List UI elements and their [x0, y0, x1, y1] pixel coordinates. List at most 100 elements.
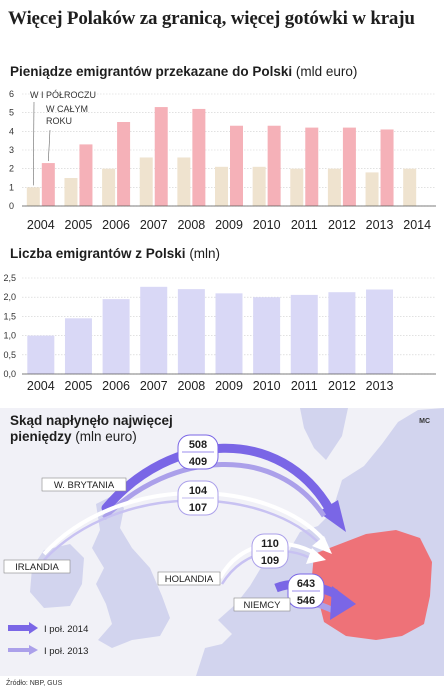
chart1-x-tick: 2004 — [27, 218, 55, 232]
chart2-y-tick: 0,5 — [3, 350, 16, 360]
chart2-title: Liczba emigrantów z Polski — [10, 246, 186, 261]
chart1-x-tick: 2011 — [291, 218, 318, 232]
chart1-unit: (mld euro) — [295, 64, 358, 79]
nl-2013-value: 109 — [261, 555, 279, 567]
chart1-x-tick: 2007 — [140, 218, 168, 232]
chart1-x-tick: 2008 — [177, 218, 205, 232]
label-ie: IRLANDIA — [3, 559, 71, 574]
map-great-britain — [92, 496, 170, 648]
chart1-x-tick: 2005 — [65, 218, 93, 232]
de-label: NIEMCY — [244, 600, 282, 611]
map-scandinavia — [300, 408, 348, 460]
chart1-bar-full-year — [267, 125, 281, 206]
arrow-ie-head — [312, 536, 332, 554]
chart2-x-tick: 2007 — [140, 379, 168, 393]
chart2-y-tick: 2,0 — [3, 292, 16, 302]
map-unit: (mln euro) — [75, 429, 137, 444]
chart2-x-tick: 2013 — [366, 379, 394, 393]
chart1-bar-full-year — [230, 125, 243, 206]
chart2-bar — [215, 293, 243, 374]
legend-2014-label: I poł. 2014 — [44, 624, 88, 635]
de-2013-value: 546 — [297, 595, 315, 607]
chart2-bar — [366, 289, 394, 374]
de-2014-value: 643 — [297, 578, 315, 590]
arrow-nl-head — [306, 548, 326, 564]
chart2-unit: (mln) — [189, 246, 221, 261]
chart2-x-tick: 2005 — [65, 379, 93, 393]
chart1-y-tick: 6 — [9, 89, 14, 99]
chart2-bar — [102, 299, 130, 374]
chart1-heading: Pieniądze emigrantów przekazane do Polsk… — [10, 64, 357, 79]
chart2-bar — [290, 294, 318, 374]
badge-nl: 110 109 — [251, 533, 289, 569]
chart1-x-tick: 2009 — [215, 218, 243, 232]
uk-2014-value: 508 — [189, 439, 207, 451]
chart2-x-tick: 2010 — [253, 379, 281, 393]
chart1-y-tick: 2 — [9, 164, 14, 174]
chart1-bar-full-year — [117, 122, 131, 206]
chart1-annotation-full-year-2: ROKU — [46, 116, 72, 126]
chart1-y-tick: 0 — [9, 201, 14, 211]
chart1-y-tick: 3 — [9, 145, 14, 155]
chart1-x-tick: 2010 — [253, 218, 281, 232]
source-note: Źródło: NBP, GUS — [6, 680, 63, 687]
ie-label: IRLANDIA — [15, 562, 59, 573]
uk-2013-value: 409 — [189, 456, 207, 468]
remittances-bar-chart: 0 1 2 3 4 5 6 2004 2005 2006 2007 2008 2009 2010 2011 2… — [9, 89, 436, 232]
chart1-annotation-full-year-1: W CAŁYM — [46, 104, 88, 114]
chart1-bar-half-year — [327, 168, 341, 206]
chart2-bar — [140, 286, 168, 374]
chart2-bar — [64, 318, 92, 374]
chart1-bar-full-year — [305, 127, 319, 206]
chart2-x-tick: 2006 — [102, 379, 130, 393]
chart1-bar-half-year — [26, 187, 40, 206]
badge-ie: 104 107 — [177, 480, 219, 516]
label-uk: W. BRYTANIA — [41, 477, 127, 492]
chart1-y-tick: 1 — [9, 182, 14, 192]
chart2-x-tick: 2011 — [291, 379, 318, 393]
chart1-bar-full-year — [380, 129, 394, 206]
chart1-bar-half-year — [102, 168, 116, 206]
nl-label: HOLANDIA — [165, 574, 214, 585]
label-nl: HOLANDIA — [157, 571, 221, 586]
badge-de: 643 546 — [287, 573, 325, 609]
chart1-bar-half-year — [139, 157, 153, 206]
chart1-bar-half-year — [177, 157, 191, 206]
author-initials: MC — [419, 418, 430, 425]
chart2-x-tick: 2008 — [177, 379, 205, 393]
chart1-x-tick: 2013 — [366, 218, 394, 232]
chart1-y-tick: 5 — [9, 108, 14, 118]
chart1-bar-half-year — [64, 178, 78, 206]
badge-uk: 508 409 — [177, 434, 219, 470]
flow-map: 508 409 104 107 110 109 643 546 W. BRYTA… — [0, 408, 444, 676]
chart1-bar-full-year — [192, 108, 206, 206]
chart1-bar-half-year — [365, 172, 379, 206]
chart1-bar-full-year — [154, 107, 168, 206]
map-heading: Skąd napłynęło najwięcej pieniędzy (mln … — [10, 413, 200, 445]
chart2-heading: Liczba emigrantów z Polski (mln) — [10, 246, 220, 261]
chart2-x-tick: 2009 — [215, 379, 243, 393]
chart2-y-tick: 2,5 — [3, 273, 16, 283]
arrow-uk-2014-head — [318, 500, 346, 532]
chart1-bar-full-year — [342, 127, 356, 206]
arrow-de-head — [330, 586, 356, 620]
infographic-title: Więcej Polaków za granicą, więcej gotówk… — [8, 8, 415, 29]
chart1-bar-full-year — [41, 163, 55, 206]
map-title: Skąd napłynęło najwięcej pieniędzy — [10, 413, 173, 444]
chart2-bar — [328, 292, 356, 374]
arrow-uk-2013 — [102, 462, 327, 520]
chart2-x-tick: 2004 — [27, 379, 55, 393]
chart1-bar-half-year — [252, 166, 266, 206]
ie-2014-value: 104 — [189, 485, 208, 497]
nl-2014-value: 110 — [261, 538, 279, 550]
chart1-x-tick: 2006 — [102, 218, 130, 232]
chart1-leader-full — [48, 129, 51, 162]
chart1-annotation-half-year: W I PÓŁROCZU — [30, 90, 96, 100]
chart2-y-tick: 1,0 — [3, 331, 16, 341]
legend-2013-label: I poł. 2013 — [44, 646, 88, 657]
arrow-uk-2014 — [101, 443, 335, 515]
chart2-bar — [27, 335, 55, 374]
chart1-y-tick: 4 — [9, 126, 14, 136]
chart1-leader-half — [33, 101, 35, 186]
chart1-bar-half-year — [290, 168, 304, 206]
